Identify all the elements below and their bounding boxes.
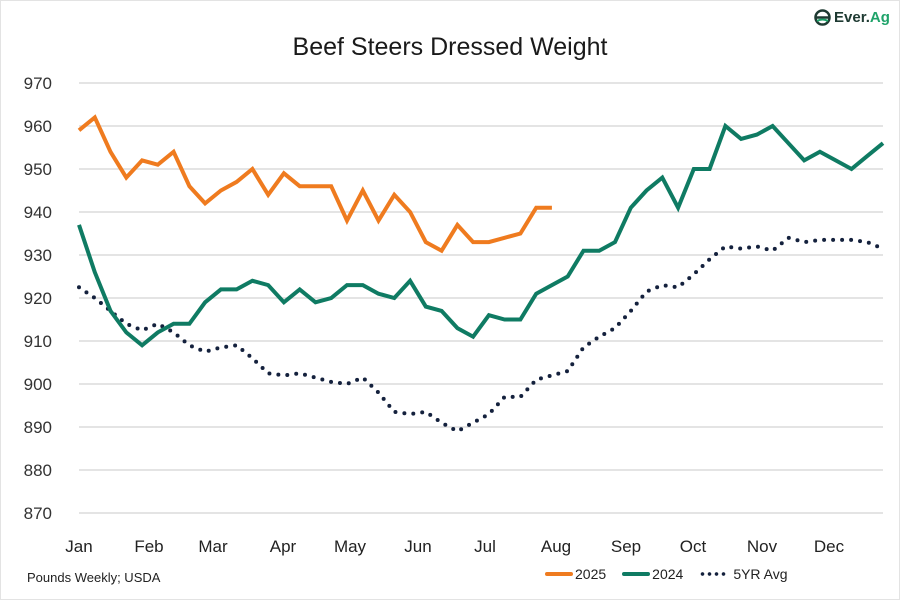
legend-label-5yr-avg: 5YR Avg [733,566,788,582]
legend-label-2024: 2024 [652,566,684,582]
x-tick-label: Feb [134,537,163,556]
y-tick-label: 940 [24,203,52,222]
y-tick-label: 970 [24,74,52,93]
x-tick-label: Jul [474,537,496,556]
everag-logo-icon [814,9,831,26]
x-tick-label: Mar [198,537,228,556]
x-tick-label: Jun [404,537,431,556]
x-tick-label: Oct [680,537,707,556]
legend-label-2025: 2025 [575,566,607,582]
legend-item-2024: 2024 [622,566,683,582]
y-tick-label: 880 [24,461,52,480]
source-note: Pounds Weekly; USDA [27,570,161,585]
y-tick-label: 900 [24,375,52,394]
y-tick-label: 920 [24,289,52,308]
chart-title: Beef Steers Dressed Weight [292,33,608,61]
x-tick-label: May [334,537,367,556]
logo-text: Ever. [834,9,870,26]
legend-swatch-2024 [622,572,651,576]
x-tick-label: Nov [747,537,778,556]
x-tick-label: Sep [611,537,641,556]
x-tick-label: Jan [65,537,92,556]
y-tick-label: 930 [24,246,52,265]
x-tick-label: Aug [541,537,571,556]
x-tick-label: Apr [270,537,297,556]
y-tick-label: 910 [24,332,52,351]
y-tick-label: 950 [24,160,52,179]
y-tick-label: 870 [24,504,52,523]
series-line-2024 [77,122,885,348]
series-line-5yr-avg [77,235,885,434]
legend-item-5yr-avg: 5YR Avg [699,566,788,582]
everag-logo: Ever.Ag [814,9,890,26]
legend-item-2025: 2025 [545,566,606,582]
legend: 2025 2024 5YR Avg [545,566,804,582]
legend-swatch-5yr-avg [699,572,728,576]
series-line-2025 [77,114,552,254]
y-tick-label: 960 [24,117,52,136]
legend-swatch-2025 [545,572,573,576]
y-tick-label: 890 [24,418,52,437]
x-tick-label: Dec [814,537,845,556]
logo-text-accent: Ag [869,9,890,26]
